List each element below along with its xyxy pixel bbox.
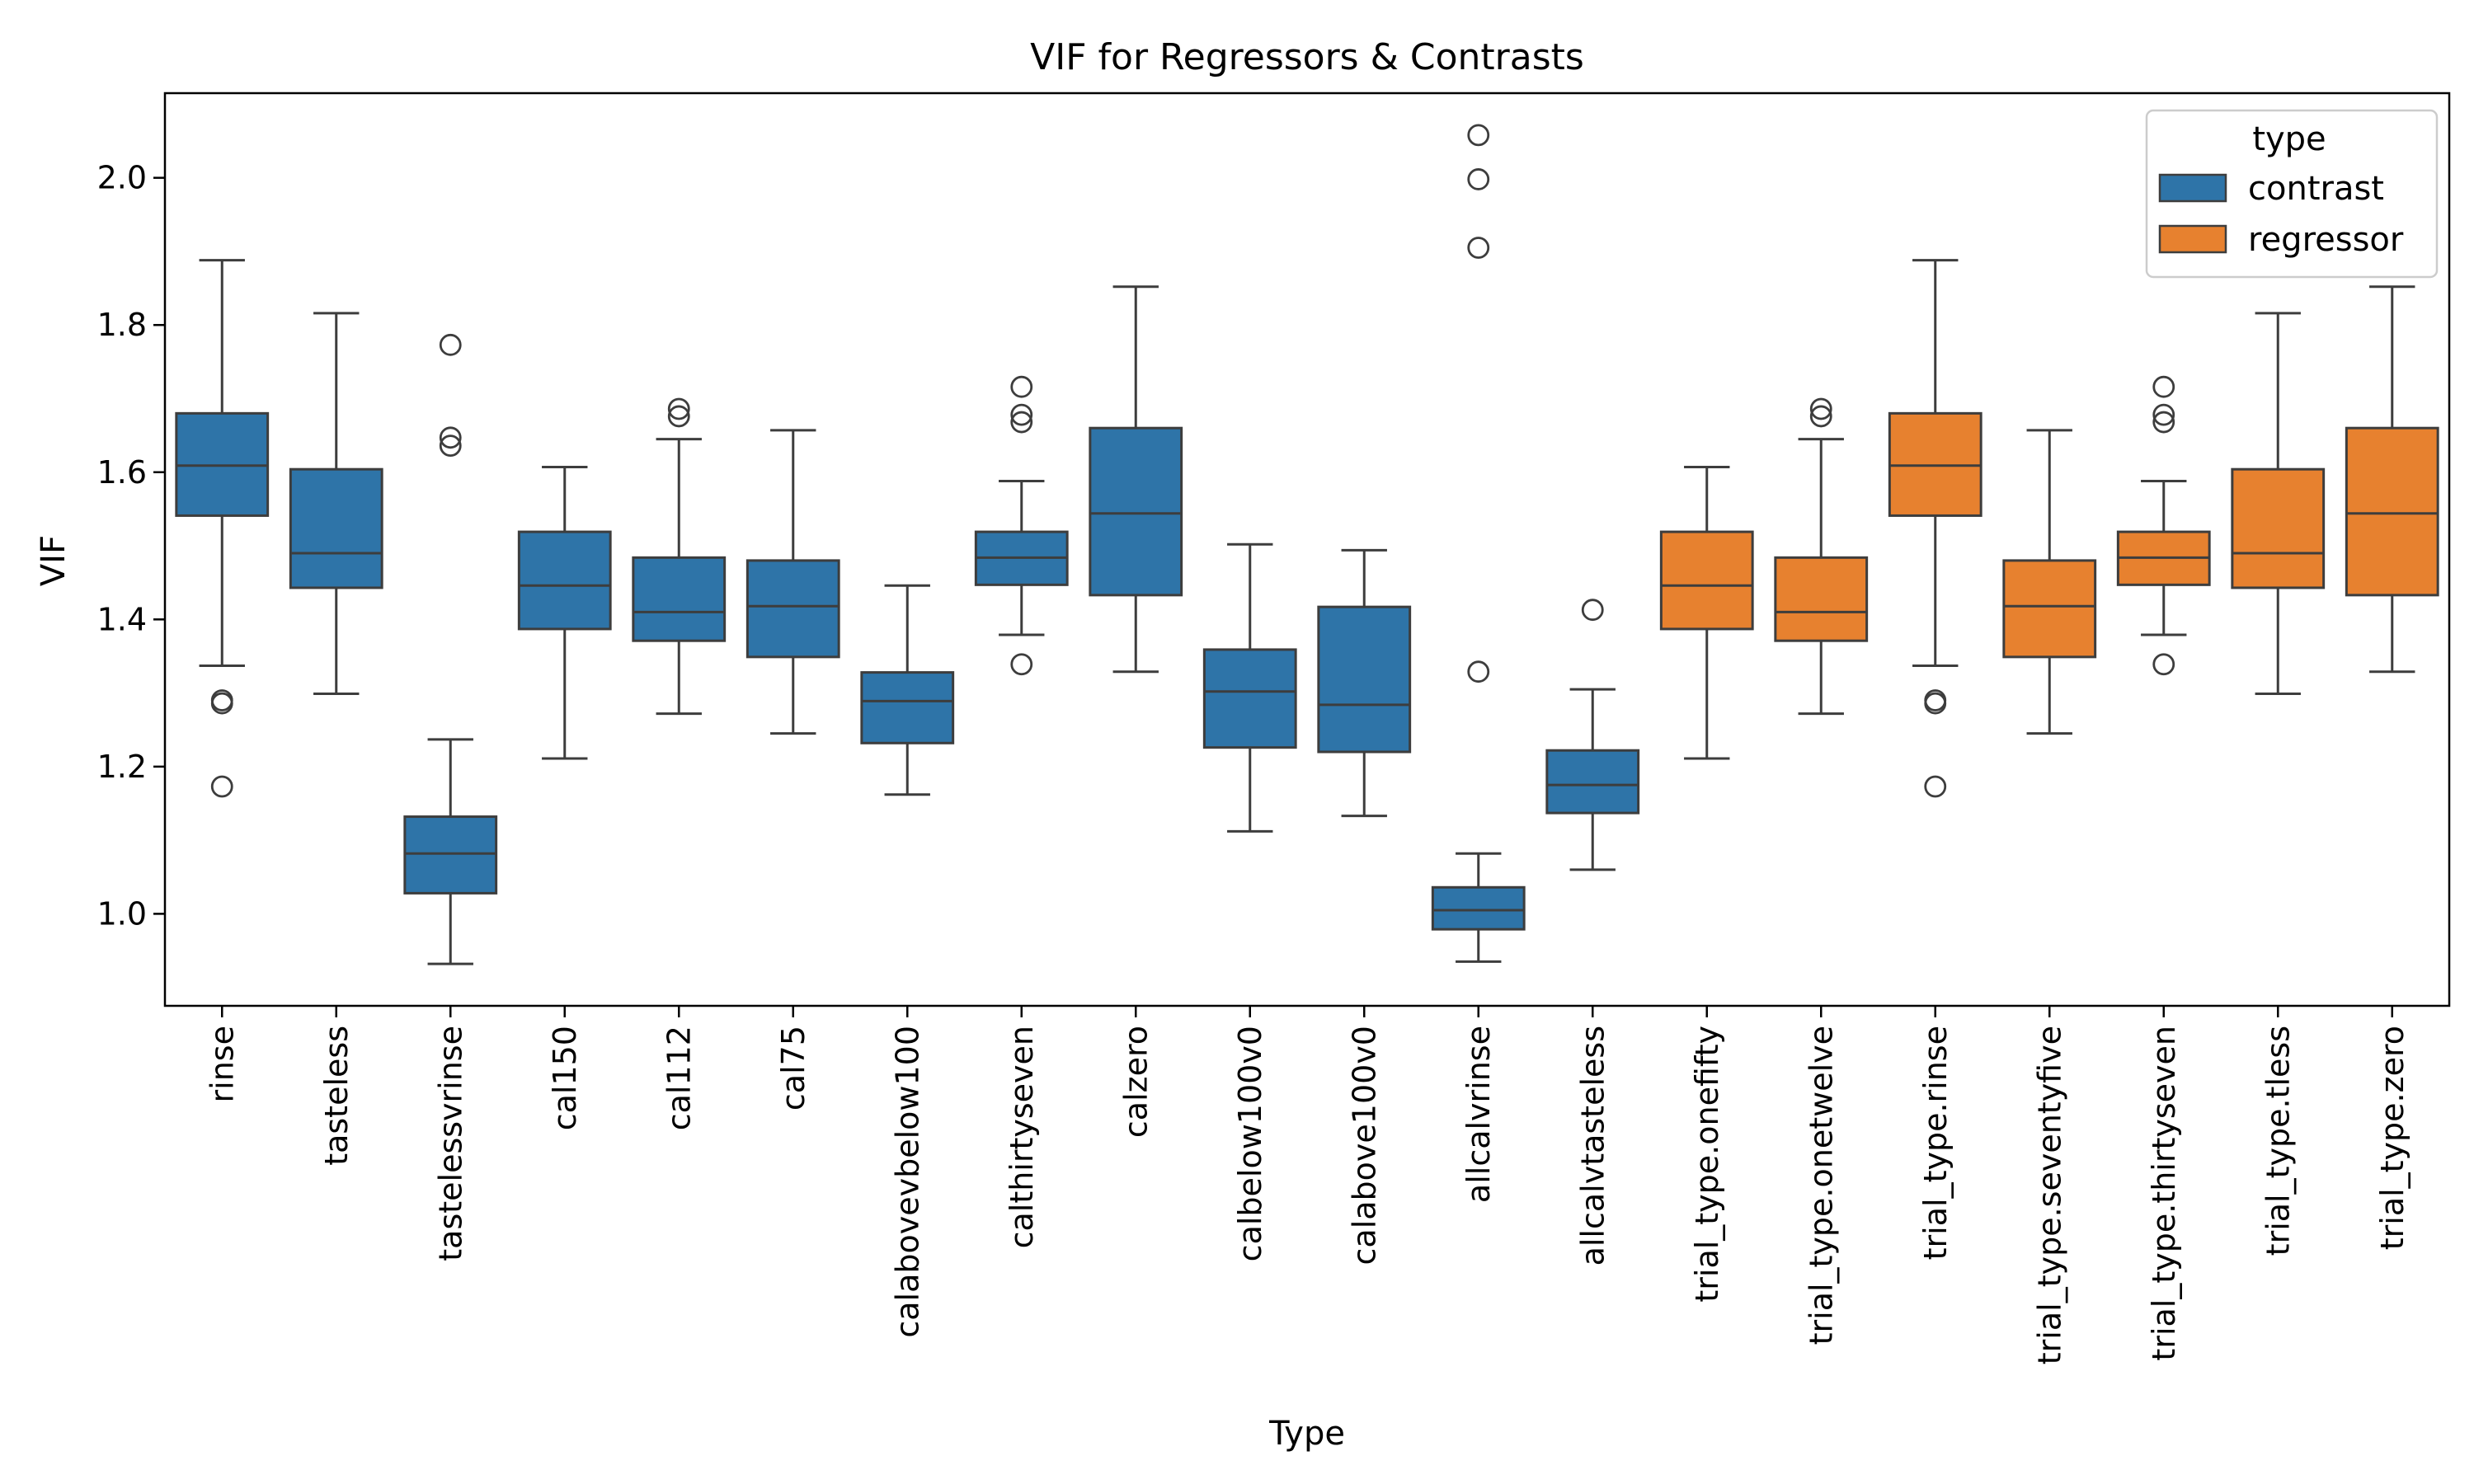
box-outlier <box>210 775 233 798</box>
box-group-cal150 <box>517 466 612 760</box>
box-group-allcalvtasteless <box>1545 599 1640 871</box>
box-outlier <box>439 333 462 356</box>
x-tick-label: trial_type.seventyfive <box>2031 1026 2067 1364</box>
box-body <box>1317 605 1412 754</box>
box-outlier <box>1924 692 1947 715</box>
x-tick-label: calzero <box>1117 1026 1154 1138</box>
box-body <box>1545 749 1640 815</box>
box-outlier <box>2152 411 2175 434</box>
box-body <box>2002 559 2097 659</box>
plot-area: 1.0 1.2 1.4 1.6 1.8 2.0 rinse tasteless tasteles… <box>97 92 2451 1364</box>
box-body <box>745 559 840 659</box>
x-tick-label: trial_type.thirtyseven <box>2146 1026 2182 1361</box>
box-group-cal75 <box>745 429 840 735</box>
box-body <box>1089 426 1183 597</box>
x-tick-label: calabovevbelow100 <box>889 1026 925 1338</box>
box-outlier <box>1467 124 1490 147</box>
y-axis-label: VIF <box>35 535 73 586</box>
y-tick-label: 1.4 <box>97 601 147 637</box>
x-tick-label: allcalvrinse <box>1460 1026 1497 1203</box>
legend-swatch-regressor <box>2158 224 2227 254</box>
box-outlier <box>2152 403 2175 426</box>
box-outlier <box>667 405 690 428</box>
box-body <box>403 815 498 895</box>
y-tick-label: 1.0 <box>97 895 147 932</box>
box-outlier <box>1010 411 1033 434</box>
box-group-cal112 <box>632 397 727 716</box>
box-outlier <box>1581 599 1604 622</box>
x-tick-label: cal112 <box>661 1026 697 1130</box>
box-outlier <box>2152 653 2175 676</box>
box-group-trial_type.onetwelve <box>1774 397 1869 716</box>
box-outlier <box>2152 375 2175 398</box>
x-tick-label: calbelow100v0 <box>1232 1026 1268 1261</box>
box-group-calthirtyseven <box>974 375 1069 676</box>
x-tick-label: rinse <box>204 1026 240 1102</box>
x-tick-label: trial_type.onetwelve <box>1803 1026 1839 1345</box>
box-group-trial_type.seventyfive <box>2002 429 2097 735</box>
chart-title: VIF for Regressors & Contrasts <box>1030 36 1584 78</box>
box-body <box>289 467 383 589</box>
box-group-allcalvrinse <box>1431 124 1526 963</box>
box-body <box>1202 648 1297 749</box>
box-body <box>632 556 727 642</box>
box-group-trial_type.zero <box>2345 285 2439 674</box>
x-tick-label: allcalvtasteless <box>1574 1026 1611 1266</box>
x-tick-label: trial_type.rinse <box>1917 1026 1954 1260</box>
y-tick-label: 2.0 <box>97 160 147 196</box>
legend-label-regressor: regressor <box>2248 221 2404 259</box>
box-outlier <box>1467 237 1490 259</box>
box-outlier <box>1467 168 1490 190</box>
box-body <box>517 530 612 631</box>
box-group-tasteless <box>289 312 383 695</box>
legend-label-contrast: contrast <box>2248 170 2384 208</box>
box-group-calabove100v0 <box>1317 548 1412 818</box>
box-outlier <box>439 426 462 449</box>
box-outlier <box>1924 775 1947 798</box>
x-tick-label: cal75 <box>775 1026 811 1111</box>
box-group-trial_type.onefifty <box>1659 466 1754 760</box>
box-body <box>860 671 955 744</box>
x-tick-label: trial_type.onefifty <box>1689 1026 1725 1303</box>
plot-frame <box>163 92 2451 1007</box>
box-outlier <box>439 434 462 458</box>
x-tick-label: trial_type.zero <box>2374 1026 2411 1250</box>
box-outlier <box>1010 653 1033 676</box>
x-tick-label: tastelessvrinse <box>432 1026 468 1261</box>
box-outlier <box>210 692 233 715</box>
box-body <box>2345 426 2439 597</box>
x-tick-label: tasteless <box>318 1026 355 1166</box>
y-tick-label: 1.2 <box>97 749 147 785</box>
box-body <box>1659 530 1754 631</box>
box-outlier <box>1010 375 1033 398</box>
box-group-trial_type.rinse <box>1888 259 1982 798</box>
y-tick-label: 1.6 <box>97 454 147 491</box>
box-group-calabovevbelow100 <box>860 584 955 796</box>
x-tick-label: trial_type.tless <box>2260 1026 2296 1256</box>
box-body <box>1774 556 1869 642</box>
box-group-rinse <box>175 259 270 798</box>
legend-title: type <box>2252 120 2326 158</box>
legend: type contrast regressor <box>2145 109 2439 279</box>
box-outlier <box>667 397 690 420</box>
box-outlier <box>1809 397 1832 420</box>
box-group-calbelow100v0 <box>1202 542 1297 833</box>
box-outlier <box>1010 403 1033 426</box>
x-tick-label: cal150 <box>547 1026 583 1130</box>
box-group-tastelessvrinse <box>403 333 498 965</box>
box-body <box>1431 885 1526 931</box>
x-axis-label: Type <box>1268 1415 1345 1453</box>
box-outlier <box>1809 405 1832 428</box>
x-tick-label: calthirtyseven <box>1004 1026 1040 1248</box>
x-tick-label: calabove100v0 <box>1346 1026 1382 1265</box>
box-group-trial_type.thirtyseven <box>2116 375 2211 676</box>
y-tick-label: 1.8 <box>97 307 147 343</box>
box-outlier <box>1467 660 1490 683</box>
box-body <box>2231 467 2326 589</box>
box-group-trial_type.tless <box>2231 312 2326 695</box>
box-group-calzero <box>1089 285 1183 674</box>
legend-swatch-contrast <box>2158 173 2227 203</box>
